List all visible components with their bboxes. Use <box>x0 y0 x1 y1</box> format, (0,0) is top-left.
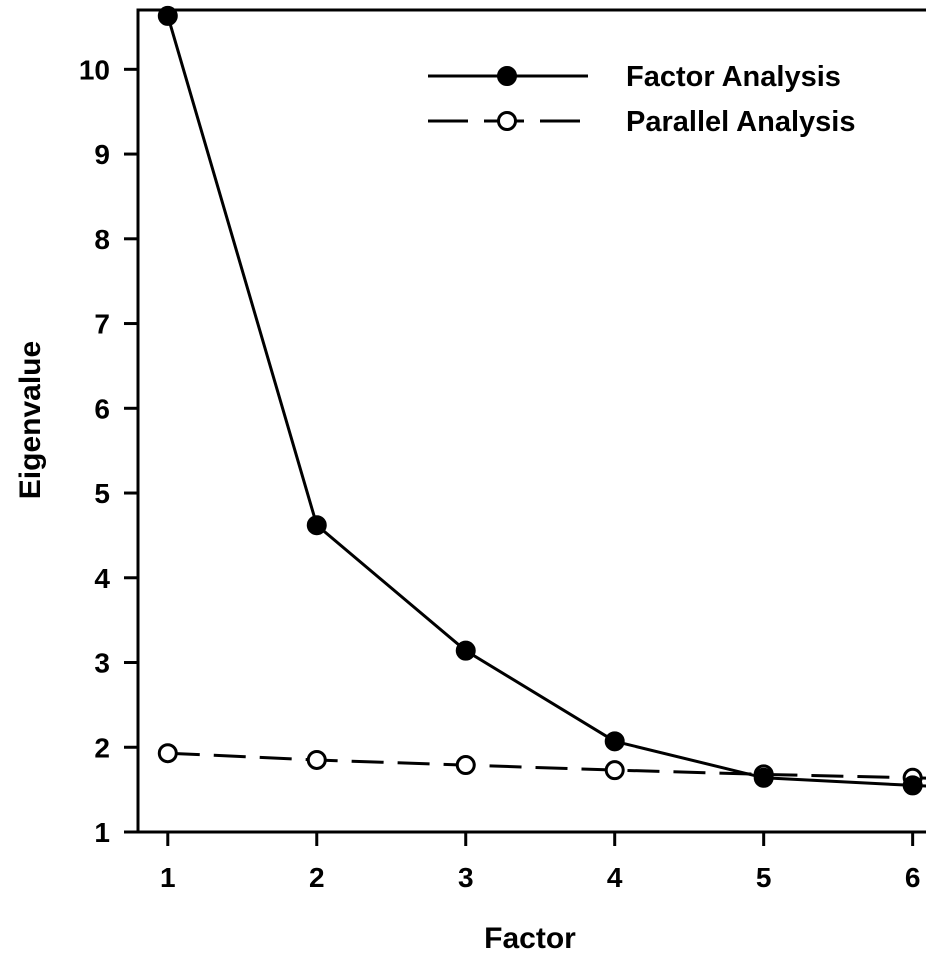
legend-item: Parallel Analysis <box>428 106 855 138</box>
data-point-filled <box>157 5 178 26</box>
data-point-open <box>604 760 625 781</box>
y-tick-label: 2 <box>94 732 110 763</box>
data-point-filled <box>604 731 625 752</box>
y-tick-label: 5 <box>94 478 110 509</box>
legend-marker-open <box>497 111 517 131</box>
data-point-open <box>157 743 178 764</box>
data-point-filled <box>753 767 774 788</box>
series-factor-analysis <box>157 5 926 796</box>
plot-frame <box>136 8 926 834</box>
x-tick-label: 5 <box>756 862 772 893</box>
y-tick-label: 6 <box>94 393 110 424</box>
series-layer <box>157 5 926 796</box>
x-tick-label: 3 <box>458 862 474 893</box>
y-tick-label: 1 <box>94 817 110 848</box>
x-tick-label: 4 <box>607 862 623 893</box>
y-axis-title: Eigenvalue <box>14 341 47 499</box>
y-tick-label: 9 <box>94 139 110 170</box>
data-point-open <box>306 749 327 770</box>
legend-item: Factor Analysis <box>428 61 841 93</box>
y-tick-label: 3 <box>94 648 110 679</box>
y-tick-label: 7 <box>94 309 110 340</box>
x-axis-title: Factor <box>484 922 576 955</box>
data-point-filled <box>455 640 476 661</box>
data-point-open <box>455 755 476 776</box>
ticks: 1 2 3 4 5 6 7 8 9 10 1 2 3 4 5 6 <box>79 54 921 893</box>
legend: Factor Analysis Parallel Analysis <box>428 61 855 138</box>
y-tick-label: 4 <box>94 563 110 594</box>
data-point-filled <box>902 775 923 796</box>
y-tick-label: 8 <box>94 224 110 255</box>
data-point-filled <box>306 515 327 536</box>
axes <box>136 8 926 834</box>
x-tick-label: 2 <box>309 862 325 893</box>
y-tick-label: 10 <box>79 54 110 85</box>
x-tick-label: 6 <box>905 862 921 893</box>
legend-label: Parallel Analysis <box>626 106 855 138</box>
series-line <box>167 751 926 780</box>
legend-marker-filled <box>497 66 517 86</box>
legend-label: Factor Analysis <box>626 61 841 93</box>
x-tick-label: 1 <box>160 862 176 893</box>
